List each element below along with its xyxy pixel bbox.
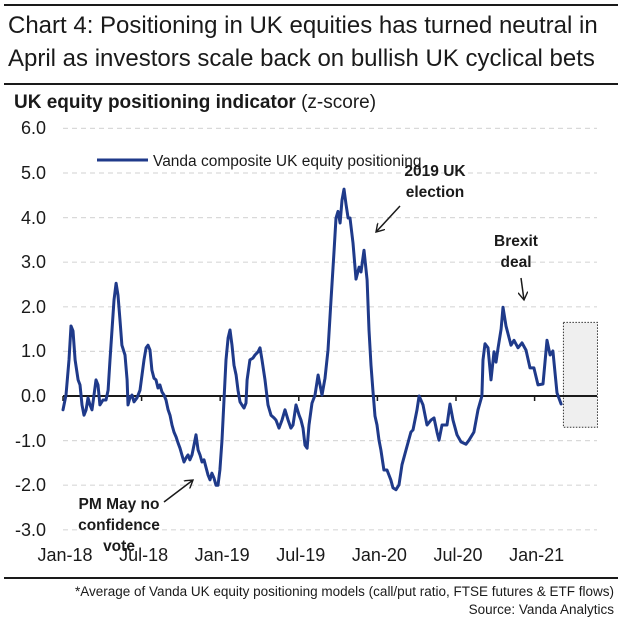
chart-subtitle: UK equity positioning indicator (z-score…: [14, 91, 376, 115]
y-tick-label: 0.0: [20, 386, 46, 406]
arrow-pm-may: [163, 480, 193, 503]
y-tick-label: -3.0: [14, 519, 46, 540]
annotation-arrows: [163, 205, 524, 503]
chart-title: Chart 4: Positioning in UK equities has …: [8, 12, 598, 72]
arrow-2019-election: [376, 205, 401, 232]
x-axis: [62, 395, 597, 401]
x-tick-label: Jan-18: [37, 545, 93, 565]
y-tick-label: 1.0: [20, 341, 46, 362]
x-tick-label: Jul-19: [276, 545, 326, 565]
y-tick-label: 3.0: [20, 252, 46, 273]
y-tick-label: 6.0: [20, 118, 46, 139]
subtitle-main: UK equity positioning indicator: [14, 92, 296, 113]
subtitle-unit: (z-score): [295, 92, 377, 113]
x-tick-label: Jul-18: [119, 545, 169, 565]
gridlines: [63, 127, 597, 531]
footnote-note: *Average of Vanda UK equity positioning …: [75, 584, 614, 599]
annotation-2019-election: 2019 UK election: [404, 163, 466, 201]
highlight-region: [562, 321, 598, 428]
x-tick-label: Jan-20: [351, 545, 407, 565]
x-tick-label: Jul-20: [433, 545, 483, 565]
footnote-source: Source: Vanda Analytics: [468, 602, 614, 617]
y-tick-label: 5.0: [20, 163, 46, 183]
footnote: *Average of Vanda UK equity positioning …: [75, 583, 614, 619]
y-tick-label: -2.0: [14, 475, 46, 496]
top-rule: [4, 4, 618, 6]
title-rule: [4, 83, 618, 85]
y-tick-label: 2.0: [20, 296, 46, 317]
series-line-vanda-composite: [61, 187, 563, 492]
x-tick-label: Jan-21: [509, 545, 565, 565]
footer-rule: [4, 577, 618, 579]
y-tick-label: -1.0: [14, 430, 46, 451]
x-tick-label: Jan-19: [194, 545, 250, 565]
annotation-pm-may: PM May no confidence vote: [78, 496, 160, 555]
y-tick-label: 4.0: [20, 207, 46, 228]
legend-label: Vanda composite UK equity positioning: [153, 153, 422, 170]
arrow-brexit-deal: [521, 277, 524, 300]
annotation-brexit-deal: Brexit deal: [494, 233, 538, 271]
